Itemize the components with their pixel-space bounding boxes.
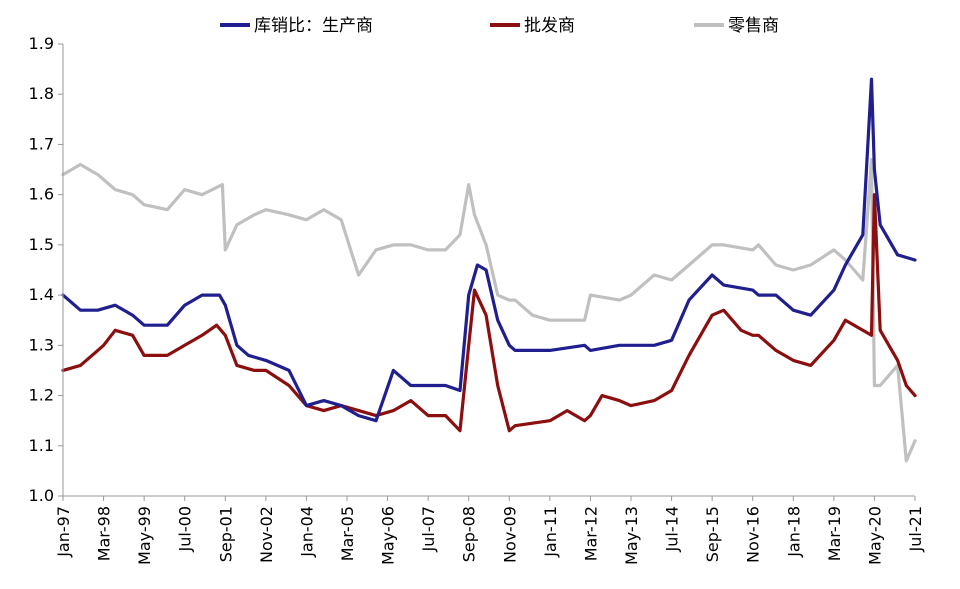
x-tick-label: May-06 [379,506,398,565]
x-tick-label: Jul-14 [663,506,682,552]
axes: 1.0 1.1 1.2 1.3 1.4 1.5 1.6 1.7 1.8 1.9 Jan-97 Mar… [29,34,925,565]
y-tick-label: 1.2 [29,386,54,405]
y-tick-label: 1.3 [29,335,54,354]
x-tick-label: Jan-18 [784,506,803,558]
y-tick-label: 1.4 [29,285,54,304]
x-tick-label: Nov-16 [744,506,763,563]
y-tick-label: 1.9 [29,34,54,53]
legend-label-1: 批发商 [524,16,575,36]
x-tick-label: Nov-02 [257,506,276,563]
x-tick-label: Nov-09 [500,506,519,563]
x-tick-label: Jan-97 [54,506,73,558]
x-tick-label: Jan-11 [541,506,560,558]
y-axis-ticks: 1.0 1.1 1.2 1.3 1.4 1.5 1.6 1.7 1.8 1.9 [29,34,63,505]
x-tick-label: Jan-04 [297,506,316,558]
x-tick-label: Jul-07 [419,506,438,552]
y-tick-label: 1.5 [29,235,54,254]
series-line-1 [61,193,917,433]
y-tick-label: 1.8 [29,84,54,103]
x-tick-label: Mar-98 [95,506,114,561]
x-tick-label: May-20 [865,506,884,565]
y-tick-label: 1.6 [29,185,54,204]
x-tick-label: Jul-00 [176,506,195,552]
y-tick-label: 1.0 [29,486,54,505]
x-tick-label: Sep-08 [460,506,479,562]
series-line-2 [61,157,917,463]
x-tick-label: Mar-12 [581,506,600,561]
x-tick-label: May-99 [135,506,154,565]
legend-label-0: 库销比：生产商 [254,16,373,36]
chart-legend: 库销比：生产商 批发商 零售商 [220,16,779,36]
x-tick-label: Mar-05 [338,506,357,561]
x-tick-label: Sep-01 [216,506,235,562]
series-layer [61,77,917,463]
y-tick-label: 1.7 [29,134,54,153]
x-tick-label: Mar-19 [825,506,844,561]
x-tick-label: Sep-15 [703,506,722,562]
x-tick-label: May-13 [622,506,641,565]
series-line-0 [61,77,917,423]
x-axis-ticks: Jan-97 Mar-98 May-99 Jul-00 Sep-01 Nov-02 Jan-… [54,496,925,565]
y-tick-label: 1.1 [29,436,54,455]
x-tick-label: Jul-21 [906,506,925,552]
legend-label-2: 零售商 [728,16,779,36]
